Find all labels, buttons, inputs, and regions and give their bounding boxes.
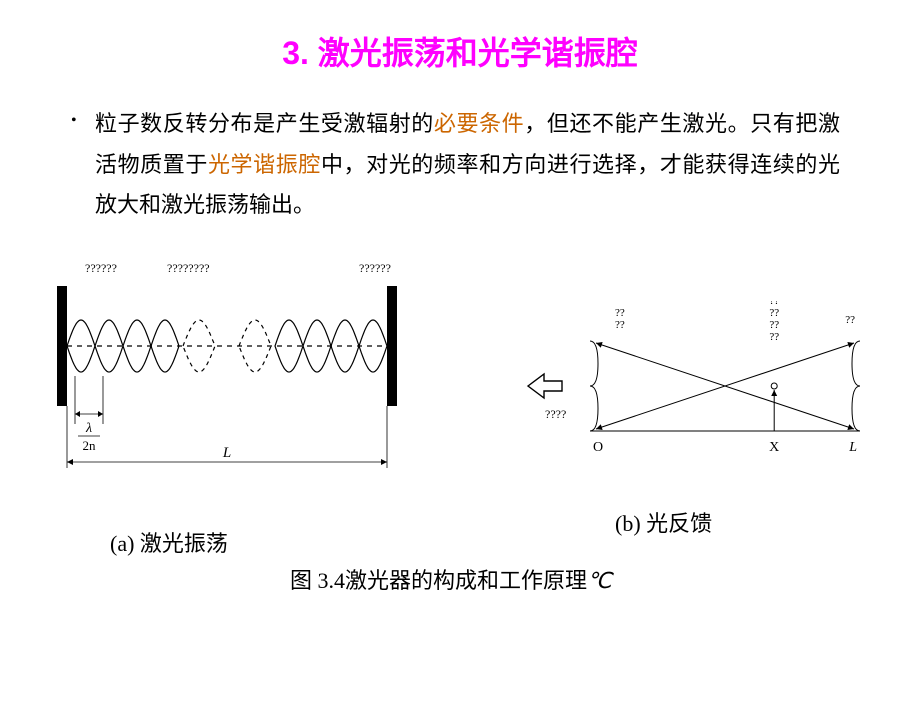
title-text: 激光振荡和光学谐振腔 [318, 35, 638, 71]
svg-text:??????: ?????? [85, 261, 117, 275]
bullet-marker: • [71, 112, 77, 130]
svg-text:????: ???? [545, 407, 566, 421]
svg-text:L: L [222, 445, 231, 461]
bullet-paragraph: 粒子数反转分布是产生受激辐射的必要条件，但还不能产生激光。只有把激活物质置于光学… [95, 104, 840, 226]
figure-b-svg: ??????????????????OXL [520, 301, 880, 501]
figure-b: ??????????????????OXL [520, 301, 880, 506]
svg-text:2n: 2n [83, 438, 97, 453]
figure-a-caption: (a) 激光振荡 [110, 526, 228, 558]
paragraph-segment: 粒子数反转分布是产生受激辐射的 [95, 111, 434, 136]
svg-text:L: L [848, 440, 857, 455]
svg-text:????????: ???????? [167, 261, 210, 275]
paragraph-segment: 必要条件 [434, 111, 524, 136]
figure-a-svg: ???????????????????? λ 2n L [45, 256, 425, 486]
svg-text:??????: ?????? [359, 261, 391, 275]
figure-b-caption: (b) 光反馈 [615, 506, 712, 538]
svg-text:λ: λ [85, 421, 92, 436]
svg-text:X: X [769, 440, 779, 455]
bullet-block: • 粒子数反转分布是产生受激辐射的必要条件，但还不能产生激光。只有把激活物质置于… [95, 104, 840, 226]
figures-area: ????????????????????λ2nL ???????????????… [0, 246, 920, 566]
svg-text:??: ?? [769, 331, 779, 343]
figure-main-caption: 图 3.4激光器的构成和工作原理℃ [290, 563, 612, 595]
svg-text:??: ?? [615, 307, 625, 319]
slide-title: 3. 激光振荡和光学谐振腔 [0, 28, 920, 74]
paragraph-segment: 光学谐振腔 [208, 152, 321, 177]
figure-a: ???????????????????? λ 2n L [45, 256, 425, 491]
svg-text:??: ?? [769, 319, 779, 331]
svg-text:??: ?? [769, 307, 779, 319]
svg-text:O: O [593, 440, 603, 455]
svg-text:??: ?? [845, 314, 855, 326]
svg-text:??: ?? [615, 319, 625, 331]
title-number: 3. [282, 35, 309, 71]
